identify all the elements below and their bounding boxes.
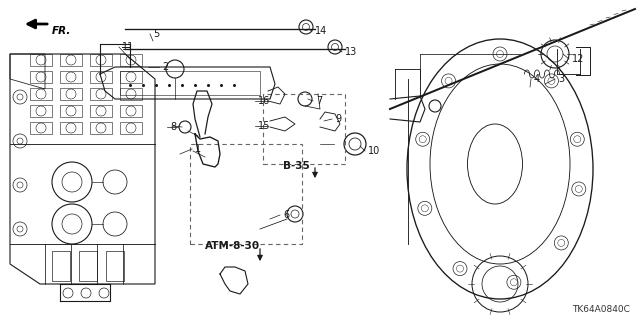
Text: 4: 4 xyxy=(534,74,540,84)
Bar xyxy=(30,71,52,83)
Bar xyxy=(190,144,302,244)
Text: 10: 10 xyxy=(368,146,380,156)
Text: 15: 15 xyxy=(258,121,270,131)
Text: 8: 8 xyxy=(170,122,176,132)
Text: 5: 5 xyxy=(153,29,159,39)
Text: TK64A0840C: TK64A0840C xyxy=(572,305,630,314)
Bar xyxy=(90,71,112,83)
Text: 2: 2 xyxy=(162,62,168,72)
Text: 11: 11 xyxy=(122,42,134,52)
Bar xyxy=(106,251,124,281)
Bar xyxy=(120,88,142,100)
Bar xyxy=(79,251,97,281)
Bar xyxy=(60,88,82,100)
Bar xyxy=(30,54,52,66)
Text: 3: 3 xyxy=(558,74,564,84)
Bar xyxy=(60,71,82,83)
Text: ATM-8-30: ATM-8-30 xyxy=(205,241,260,251)
Text: 6: 6 xyxy=(283,210,289,220)
Text: 1: 1 xyxy=(195,144,201,154)
Bar xyxy=(120,54,142,66)
Bar xyxy=(120,122,142,134)
Text: 9: 9 xyxy=(335,114,341,124)
Bar xyxy=(30,88,52,100)
Bar xyxy=(120,71,142,83)
Text: 13: 13 xyxy=(345,47,357,57)
Bar xyxy=(90,88,112,100)
Bar xyxy=(30,105,52,117)
Bar xyxy=(60,122,82,134)
Text: 14: 14 xyxy=(315,26,327,36)
Bar xyxy=(60,54,82,66)
Text: 12: 12 xyxy=(572,54,584,64)
Text: 16: 16 xyxy=(258,96,270,106)
Bar xyxy=(90,105,112,117)
Bar xyxy=(120,71,260,95)
Text: FR.: FR. xyxy=(52,26,72,36)
Bar xyxy=(90,122,112,134)
Text: 7: 7 xyxy=(316,96,323,106)
Bar xyxy=(263,94,345,164)
Bar xyxy=(120,105,142,117)
Bar xyxy=(60,105,82,117)
Text: B-35: B-35 xyxy=(283,161,310,171)
Bar xyxy=(90,54,112,66)
Bar xyxy=(52,251,70,281)
Bar xyxy=(30,122,52,134)
